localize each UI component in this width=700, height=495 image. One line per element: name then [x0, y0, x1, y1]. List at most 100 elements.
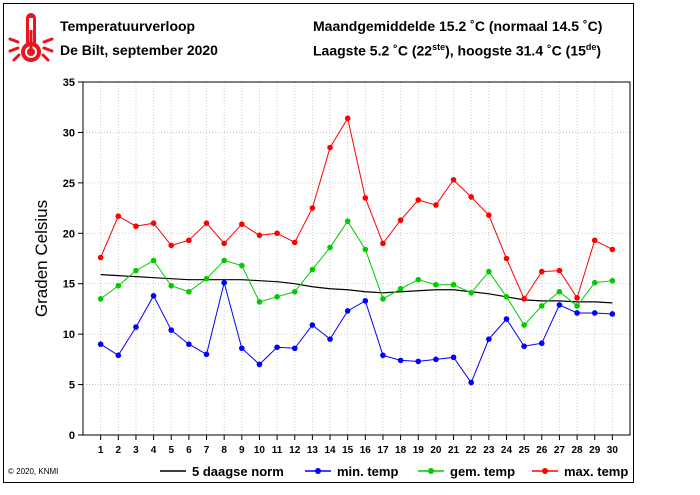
x-tick-label: 29 — [589, 445, 601, 456]
data-point-min-temp — [591, 310, 598, 316]
x-tick-label: 2 — [116, 445, 122, 456]
data-point-min-temp — [256, 361, 263, 368]
data-point-min-temp — [327, 336, 333, 342]
data-point-max-temp — [503, 255, 510, 262]
data-point-min-temp — [556, 302, 563, 308]
data-point-max-temp — [203, 220, 210, 226]
data-point-max-temp — [97, 254, 104, 261]
series-line-max-temp — [100, 116, 613, 300]
data-point-max-temp — [574, 295, 580, 301]
series-line-5-daagse-norm — [100, 274, 613, 304]
series-line-min-temp — [100, 282, 613, 384]
x-tick-label: 12 — [289, 445, 301, 456]
data-point-gem-temp — [415, 276, 422, 283]
data-point-min-temp — [309, 322, 316, 328]
chart-title: Temperatuurverloop — [60, 18, 196, 34]
data-point-max-temp — [433, 202, 439, 208]
data-point-max-temp — [168, 242, 175, 249]
data-point-gem-temp — [239, 262, 245, 269]
data-point-max-temp — [538, 268, 545, 275]
y-axis-label: Graden Celsius — [32, 200, 51, 317]
extremes-text-2: ), hoogste 31.4 ˚C (15 — [445, 42, 586, 59]
y-tick-label: 30 — [63, 127, 75, 139]
data-point-gem-temp — [556, 288, 563, 295]
x-tick-label: 17 — [377, 445, 389, 456]
x-tick-label: 30 — [607, 445, 619, 456]
y-tick-label: 35 — [63, 77, 75, 89]
data-point-min-temp — [397, 357, 404, 364]
data-point-max-temp — [397, 217, 404, 223]
data-point-min-temp — [186, 341, 192, 348]
data-point-max-temp — [344, 115, 351, 122]
legend-label: max. temp — [564, 464, 628, 479]
legend-label: min. temp — [337, 464, 398, 479]
data-point-max-temp — [115, 213, 122, 219]
data-point-max-temp — [239, 221, 245, 228]
y-tick-label: 20 — [63, 228, 75, 240]
temperature-extremes: Laagste 5.2 ˚C (22ste), hoogste 31.4 ˚C … — [313, 42, 601, 59]
x-tick-label: 3 — [133, 445, 139, 456]
data-point-gem-temp — [186, 288, 192, 295]
data-point-min-temp — [133, 324, 139, 330]
x-tick-label: 15 — [342, 445, 354, 456]
copyright: © 2020, KNMI — [8, 467, 59, 476]
data-point-min-temp — [344, 308, 351, 314]
x-tick-label: 23 — [483, 445, 495, 456]
x-tick-label: 22 — [466, 445, 478, 456]
extremes-ordinal-1: ste — [432, 42, 446, 52]
y-tick-label: 5 — [69, 380, 75, 392]
data-point-min-temp — [203, 351, 210, 358]
data-point-max-temp — [380, 240, 386, 247]
data-point-gem-temp — [115, 282, 122, 289]
data-point-min-temp — [486, 336, 492, 342]
x-tick-label: 8 — [221, 445, 227, 456]
data-point-min-temp — [574, 310, 580, 316]
data-point-gem-temp — [150, 257, 157, 264]
data-point-gem-temp — [380, 296, 386, 302]
data-point-gem-temp — [486, 268, 492, 275]
data-point-gem-temp — [344, 218, 351, 224]
data-point-gem-temp — [433, 281, 439, 288]
plot-area — [82, 81, 631, 436]
data-point-max-temp — [468, 194, 474, 200]
extremes-text-1: Laagste 5.2 ˚C (22 — [313, 42, 433, 59]
data-point-gem-temp — [327, 244, 333, 251]
x-tick-label: 16 — [360, 445, 372, 456]
x-tick-label: 20 — [430, 445, 442, 456]
x-tick-label: 19 — [413, 445, 425, 456]
x-tick-label: 24 — [501, 445, 513, 456]
chart-frame — [3, 3, 634, 483]
data-point-gem-temp — [503, 294, 510, 300]
y-tick-label: 10 — [63, 329, 75, 341]
data-point-min-temp — [221, 279, 227, 286]
x-tick-label: 18 — [395, 445, 407, 456]
data-point-min-temp — [521, 343, 527, 350]
data-point-max-temp — [309, 205, 316, 211]
y-tick-label: 25 — [63, 178, 75, 190]
extremes-text-3: ) — [596, 42, 602, 59]
data-point-gem-temp — [574, 303, 580, 309]
data-point-min-temp — [168, 327, 175, 333]
y-tick-label: 0 — [69, 430, 75, 442]
x-tick-label: 25 — [519, 445, 531, 456]
data-point-min-temp — [115, 352, 122, 359]
x-tick-label: 14 — [324, 445, 336, 456]
data-point-gem-temp — [133, 267, 139, 274]
x-tick-label: 28 — [572, 445, 584, 456]
data-point-max-temp — [486, 212, 492, 218]
monthly-average: Maandgemiddelde 15.2 ˚C (normaal 14.5 ˚C… — [313, 18, 603, 34]
data-point-gem-temp — [397, 285, 404, 292]
data-point-gem-temp — [538, 303, 545, 309]
x-tick-label: 27 — [554, 445, 566, 456]
legend-label: gem. temp — [450, 464, 515, 479]
legend-marker — [542, 468, 548, 474]
data-point-gem-temp — [291, 288, 298, 295]
x-tick-label: 13 — [307, 445, 319, 456]
data-point-gem-temp — [362, 246, 369, 253]
data-point-min-temp — [97, 341, 104, 348]
data-point-max-temp — [291, 239, 298, 246]
data-point-min-temp — [380, 352, 386, 359]
extremes-ordinal-2: de — [585, 42, 597, 52]
x-tick-label: 4 — [151, 445, 157, 456]
